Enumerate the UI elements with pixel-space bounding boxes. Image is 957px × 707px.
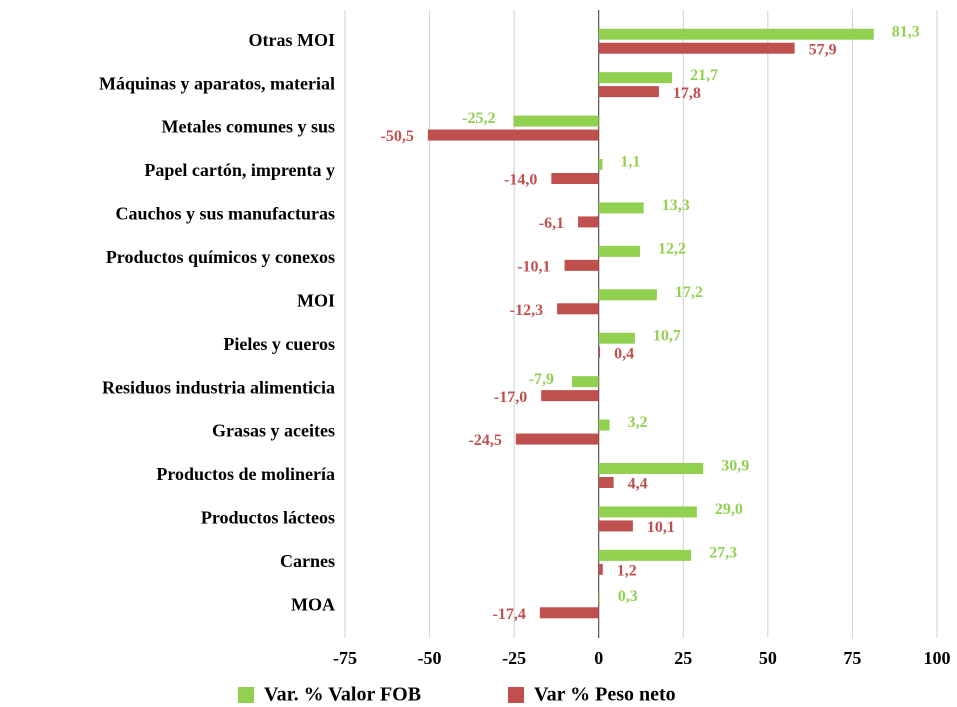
y-tick-label: MOA: [291, 594, 335, 614]
x-tick-label: 75: [843, 648, 861, 668]
y-tick-label: Productos lácteos: [201, 508, 335, 528]
value-label: 1,1: [620, 154, 640, 171]
value-label: -14,0: [504, 172, 537, 189]
bar: [598, 289, 657, 301]
bar: [427, 129, 599, 141]
value-label: 17,2: [675, 284, 703, 301]
bar: [598, 520, 633, 532]
x-tick-label: -75: [333, 648, 357, 668]
x-tick-label: 25: [674, 648, 692, 668]
bar: [598, 593, 600, 605]
bar: [598, 202, 644, 214]
x-tick-label: -50: [418, 648, 442, 668]
bar: [539, 607, 599, 619]
y-tick-label: Otras MOI: [249, 30, 335, 50]
value-label: 29,0: [715, 501, 743, 518]
bar: [571, 376, 599, 388]
bar: [598, 549, 692, 561]
bar: [598, 28, 874, 40]
bar: [598, 72, 673, 84]
bar: [598, 506, 697, 518]
value-label: -17,0: [494, 389, 527, 406]
value-label: 17,8: [673, 85, 701, 102]
value-label: 57,9: [809, 41, 837, 58]
value-label: -6,1: [539, 215, 564, 232]
value-label: -7,9: [529, 371, 554, 388]
y-tick-label: Carnes: [280, 551, 335, 571]
value-label: 3,2: [628, 414, 648, 431]
y-tick-label: Residuos industria alimenticia: [102, 377, 335, 397]
y-tick-label: Cauchos y sus manufacturas: [115, 204, 335, 224]
bar: [598, 42, 795, 54]
bar: [598, 419, 610, 431]
legend-label: Var. % Valor FOB: [264, 684, 421, 706]
value-label: -25,2: [462, 110, 495, 127]
y-tick-label: Papel cartón, imprenta y: [144, 160, 335, 180]
bar: [598, 159, 603, 170]
y-tick-label: Máquinas y aparatos, material: [99, 73, 335, 93]
legend-swatch: [508, 687, 524, 703]
x-tick-label: -25: [502, 648, 526, 668]
value-label: 0,4: [614, 345, 634, 362]
y-tick-label: Productos de molinería: [156, 464, 335, 484]
value-label: -50,5: [381, 128, 414, 145]
value-label: -10,1: [517, 259, 550, 276]
value-label: 0,3: [618, 588, 638, 605]
y-tick-label: MOI: [297, 290, 335, 310]
value-label: -17,4: [493, 606, 526, 623]
bar: [598, 563, 603, 575]
legend-swatch: [238, 687, 254, 703]
bar: [541, 390, 599, 402]
legend-label: Var % Peso neto: [534, 684, 676, 706]
bar: [564, 259, 599, 271]
value-label: 27,3: [709, 545, 737, 562]
x-tick-label: 0: [594, 648, 603, 668]
y-tick-label: Grasas y aceites: [212, 421, 335, 441]
value-label: 4,4: [628, 476, 648, 493]
bar: [513, 115, 599, 127]
bar: [557, 303, 599, 315]
value-label: 10,1: [647, 519, 675, 536]
bar: [598, 463, 704, 474]
value-label: -12,3: [510, 302, 543, 319]
y-tick-label: Metales comunes y sus: [162, 117, 336, 137]
x-tick-label: 100: [924, 648, 951, 668]
value-label: 13,3: [662, 197, 690, 214]
y-tick-label: Productos químicos y conexos: [106, 247, 335, 267]
value-label: 10,7: [653, 327, 681, 344]
bar: [598, 86, 659, 98]
value-label: 81,3: [892, 23, 920, 40]
bar: [598, 245, 640, 257]
bar: [551, 173, 599, 184]
bar: [578, 216, 599, 228]
bar: [515, 433, 599, 445]
value-label: 21,7: [690, 67, 718, 84]
bar: [598, 332, 635, 344]
x-tick-label: 50: [759, 648, 777, 668]
bar: [598, 477, 614, 488]
bar: [598, 346, 601, 358]
y-tick-label: Pieles y cueros: [223, 334, 335, 354]
value-label: 12,2: [658, 241, 686, 258]
value-label: -24,5: [469, 432, 502, 449]
value-label: 1,2: [617, 563, 637, 580]
value-label: 30,9: [721, 458, 749, 475]
